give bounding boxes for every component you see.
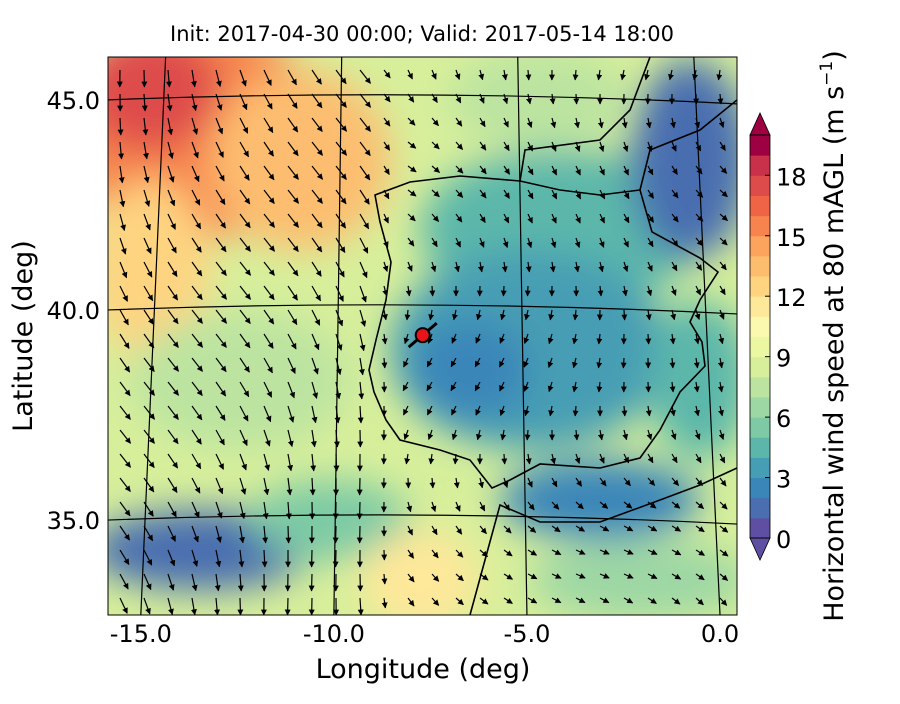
colorbar-extend-high <box>750 113 770 135</box>
wind-arrow <box>240 598 241 615</box>
colorbar-tick-label: 18 <box>776 163 807 191</box>
colorbar-label: Horizontal wind speed at 80 mAGL (m s−1) <box>817 50 850 622</box>
y-tick-label: 45.0 <box>47 87 100 115</box>
colorbar-band <box>750 175 770 196</box>
colorbar-extend-low <box>750 538 770 560</box>
wind-arrow <box>432 286 433 296</box>
colorbar-label-exponent: −1 <box>817 61 837 86</box>
wind-arrow <box>623 358 624 368</box>
y-axis-label: Latitude (deg) <box>8 240 39 432</box>
colorbar-band <box>750 256 770 277</box>
colorbar-tick-label: 0 <box>776 526 791 554</box>
colorbar-band <box>750 377 770 398</box>
colorbar-band <box>750 216 770 237</box>
colorbar-band <box>750 296 770 317</box>
y-tick-label: 35.0 <box>47 507 100 535</box>
wind-arrow <box>527 430 528 440</box>
wind-arrow <box>528 70 529 80</box>
wind-arrow <box>576 94 577 104</box>
colorbar-label-text: Horizontal wind speed at 80 mAGL (m s <box>819 86 850 622</box>
colorbar-band <box>750 417 770 438</box>
wind-arrow <box>648 382 649 392</box>
x-axis-label: Longitude (deg) <box>316 654 531 685</box>
site-marker <box>416 328 430 342</box>
wind-arrow <box>384 358 385 368</box>
colorbar-band <box>750 337 770 358</box>
colorbar-tick-label: 9 <box>776 345 791 373</box>
colorbar-band <box>750 316 770 337</box>
colorbar-band <box>750 437 770 458</box>
colorbar-band <box>750 397 770 418</box>
colorbar-band <box>750 498 770 519</box>
x-tick-label: -10.0 <box>303 620 365 648</box>
wind-arrow <box>288 526 289 543</box>
title: Init: 2017-04-30 00:00; Valid: 2017-05-1… <box>170 22 674 46</box>
y-tick-label: 40.0 <box>47 297 100 325</box>
colorbar-band <box>750 276 770 297</box>
wind-field <box>60 20 750 630</box>
colorbar-band <box>750 518 770 539</box>
colorbar-tick-label: 6 <box>776 405 791 433</box>
colorbar-band <box>750 155 770 176</box>
colorbar-band <box>750 135 770 156</box>
wind-arrow <box>504 454 505 464</box>
wind-arrow <box>384 574 385 584</box>
x-tick-label: -5.0 <box>504 620 551 648</box>
colorbar-band <box>750 357 770 378</box>
colorbar-band <box>750 457 770 478</box>
wind-arrow <box>648 334 649 344</box>
wind-arrow <box>120 118 121 135</box>
wind-arrow <box>624 310 625 320</box>
colorbar-tick-label: 3 <box>776 466 791 494</box>
colorbar-band <box>750 478 770 499</box>
wind-arrow <box>624 406 625 416</box>
colorbar-label-close: ) <box>819 50 850 61</box>
colorbar-band <box>750 195 770 216</box>
x-tick-label: -15.0 <box>110 620 172 648</box>
wind-arrow <box>503 286 504 296</box>
x-tick-label: 0.0 <box>701 620 739 648</box>
colorbar-band <box>750 236 770 257</box>
colorbar-tick-label: 12 <box>776 284 807 312</box>
colorbar-tick-label: 15 <box>776 224 807 252</box>
